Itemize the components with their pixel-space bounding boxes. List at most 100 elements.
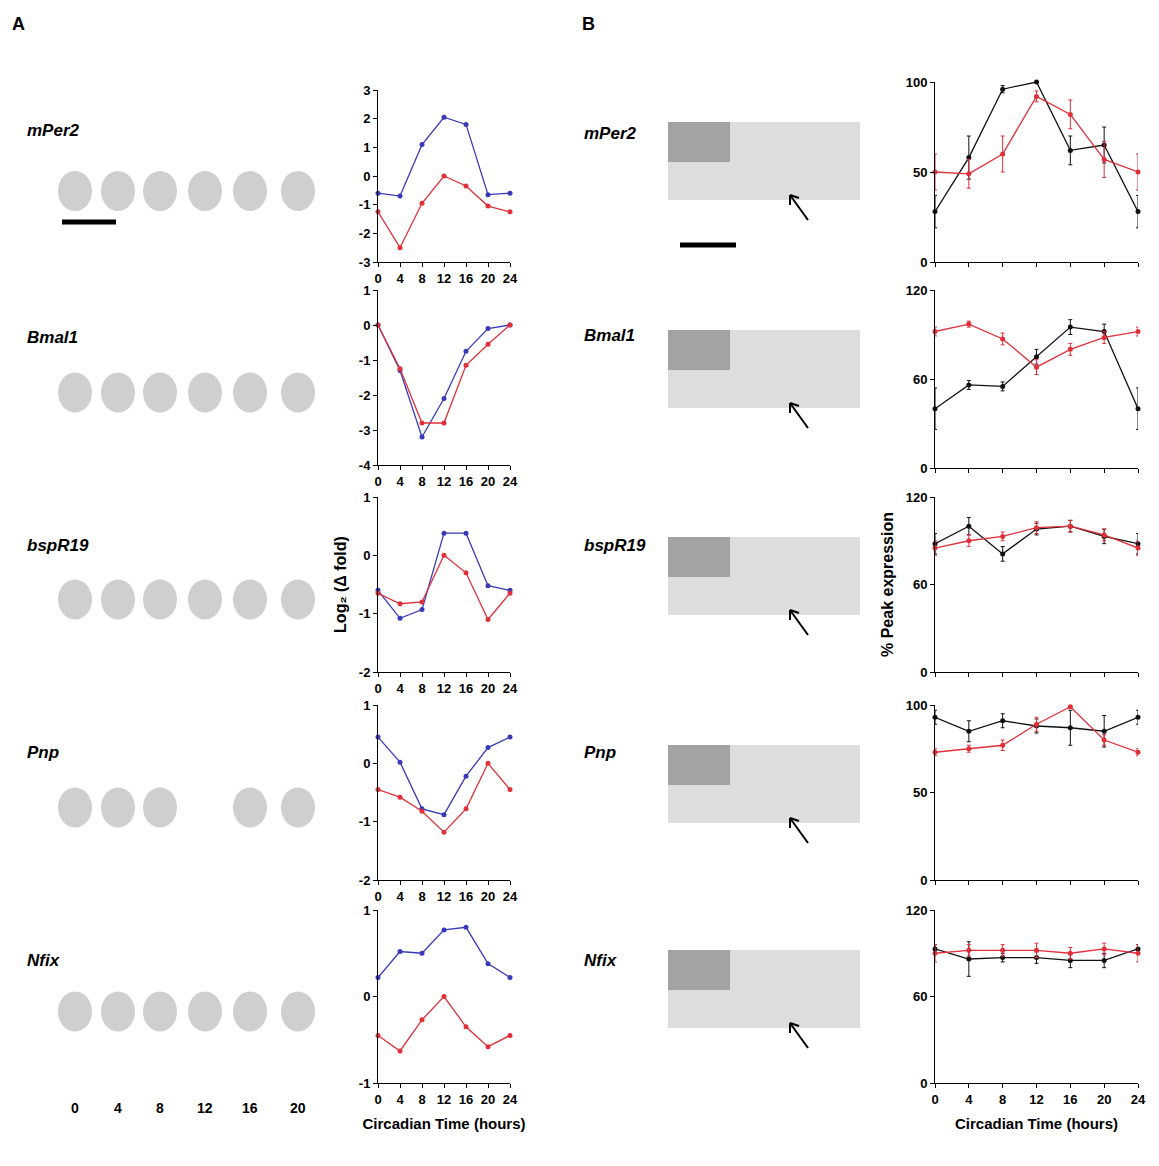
svg-text:8: 8 bbox=[999, 1092, 1006, 1107]
svg-text:Pnp: Pnp bbox=[27, 743, 59, 762]
svg-text:16: 16 bbox=[459, 271, 473, 286]
svg-text:-1: -1 bbox=[359, 814, 371, 829]
svg-text:4: 4 bbox=[396, 271, 404, 286]
svg-text:120: 120 bbox=[906, 283, 928, 298]
svg-text:12: 12 bbox=[437, 681, 451, 696]
svg-text:4: 4 bbox=[396, 1092, 404, 1107]
svg-text:16: 16 bbox=[242, 1100, 258, 1116]
svg-text:bspR19: bspR19 bbox=[584, 536, 646, 555]
svg-text:50: 50 bbox=[913, 165, 927, 180]
svg-text:100: 100 bbox=[906, 75, 928, 90]
svg-text:16: 16 bbox=[459, 1092, 473, 1107]
svg-text:60: 60 bbox=[913, 372, 927, 387]
svg-text:1: 1 bbox=[363, 903, 370, 918]
svg-text:12: 12 bbox=[437, 1092, 451, 1107]
svg-text:60: 60 bbox=[913, 577, 927, 592]
svg-text:20: 20 bbox=[290, 1100, 306, 1116]
svg-text:0: 0 bbox=[920, 665, 927, 680]
svg-text:B: B bbox=[582, 14, 595, 34]
svg-text:20: 20 bbox=[481, 1092, 495, 1107]
svg-text:1: 1 bbox=[363, 490, 370, 505]
svg-text:-4: -4 bbox=[359, 458, 371, 473]
svg-text:0: 0 bbox=[920, 1076, 927, 1091]
svg-text:Pnp: Pnp bbox=[584, 743, 616, 762]
svg-text:0: 0 bbox=[363, 756, 370, 771]
svg-text:-2: -2 bbox=[359, 388, 371, 403]
svg-text:12: 12 bbox=[1029, 1092, 1043, 1107]
svg-text:60: 60 bbox=[913, 989, 927, 1004]
svg-text:-3: -3 bbox=[359, 255, 371, 270]
svg-text:A: A bbox=[12, 14, 25, 34]
svg-text:20: 20 bbox=[481, 681, 495, 696]
svg-text:0: 0 bbox=[363, 169, 370, 184]
svg-text:8: 8 bbox=[418, 271, 425, 286]
svg-text:16: 16 bbox=[1063, 1092, 1077, 1107]
svg-text:50: 50 bbox=[913, 785, 927, 800]
svg-text:0: 0 bbox=[363, 548, 370, 563]
svg-text:24: 24 bbox=[503, 474, 518, 489]
svg-text:100: 100 bbox=[906, 698, 928, 713]
svg-text:0: 0 bbox=[71, 1100, 79, 1116]
svg-text:-1: -1 bbox=[359, 197, 371, 212]
svg-text:Bmal1: Bmal1 bbox=[27, 328, 78, 347]
svg-text:1: 1 bbox=[363, 140, 370, 155]
svg-text:Circadian Time (hours): Circadian Time (hours) bbox=[955, 1115, 1118, 1132]
svg-text:% Peak expression: % Peak expression bbox=[879, 512, 896, 657]
svg-text:120: 120 bbox=[906, 903, 928, 918]
svg-text:bspR19: bspR19 bbox=[27, 536, 89, 555]
svg-text:Nfix: Nfix bbox=[584, 951, 618, 970]
svg-text:24: 24 bbox=[503, 1092, 518, 1107]
svg-text:24: 24 bbox=[1131, 1092, 1146, 1107]
svg-text:0: 0 bbox=[363, 989, 370, 1004]
svg-text:Bmal1: Bmal1 bbox=[584, 326, 635, 345]
svg-text:3: 3 bbox=[363, 83, 370, 98]
svg-text:4: 4 bbox=[396, 681, 404, 696]
svg-text:Log₂ (Δ fold): Log₂ (Δ fold) bbox=[332, 536, 349, 633]
svg-text:8: 8 bbox=[156, 1100, 164, 1116]
svg-text:0: 0 bbox=[920, 873, 927, 888]
svg-text:8: 8 bbox=[418, 889, 425, 904]
svg-text:-2: -2 bbox=[359, 226, 371, 241]
svg-text:120: 120 bbox=[906, 490, 928, 505]
svg-text:0: 0 bbox=[931, 1092, 938, 1107]
svg-text:-1: -1 bbox=[359, 606, 371, 621]
svg-text:4: 4 bbox=[965, 1092, 973, 1107]
svg-text:0: 0 bbox=[920, 461, 927, 476]
svg-text:Circadian Time (hours): Circadian Time (hours) bbox=[362, 1115, 525, 1132]
svg-text:16: 16 bbox=[459, 889, 473, 904]
svg-text:12: 12 bbox=[197, 1100, 213, 1116]
svg-text:8: 8 bbox=[418, 1092, 425, 1107]
svg-text:mPer2: mPer2 bbox=[584, 124, 637, 143]
svg-text:0: 0 bbox=[374, 271, 381, 286]
svg-text:12: 12 bbox=[437, 271, 451, 286]
svg-text:4: 4 bbox=[396, 474, 404, 489]
svg-text:-2: -2 bbox=[359, 873, 371, 888]
svg-text:-3: -3 bbox=[359, 423, 371, 438]
svg-text:16: 16 bbox=[459, 474, 473, 489]
svg-text:24: 24 bbox=[503, 889, 518, 904]
svg-text:0: 0 bbox=[374, 681, 381, 696]
svg-text:-1: -1 bbox=[359, 353, 371, 368]
svg-text:8: 8 bbox=[418, 681, 425, 696]
svg-text:-2: -2 bbox=[359, 665, 371, 680]
svg-text:2: 2 bbox=[363, 111, 370, 126]
svg-text:0: 0 bbox=[374, 889, 381, 904]
svg-text:-1: -1 bbox=[359, 1076, 371, 1091]
svg-text:12: 12 bbox=[437, 474, 451, 489]
svg-text:0: 0 bbox=[374, 474, 381, 489]
svg-text:20: 20 bbox=[481, 474, 495, 489]
svg-text:16: 16 bbox=[459, 681, 473, 696]
svg-text:4: 4 bbox=[114, 1100, 122, 1116]
svg-text:20: 20 bbox=[481, 889, 495, 904]
svg-text:0: 0 bbox=[363, 318, 370, 333]
svg-text:8: 8 bbox=[418, 474, 425, 489]
svg-text:mPer2: mPer2 bbox=[27, 121, 80, 140]
svg-text:1: 1 bbox=[363, 283, 370, 298]
svg-text:1: 1 bbox=[363, 698, 370, 713]
svg-text:20: 20 bbox=[1097, 1092, 1111, 1107]
svg-text:12: 12 bbox=[437, 889, 451, 904]
svg-text:Nfix: Nfix bbox=[27, 951, 61, 970]
svg-text:0: 0 bbox=[920, 255, 927, 270]
svg-text:24: 24 bbox=[503, 271, 518, 286]
svg-text:0: 0 bbox=[374, 1092, 381, 1107]
